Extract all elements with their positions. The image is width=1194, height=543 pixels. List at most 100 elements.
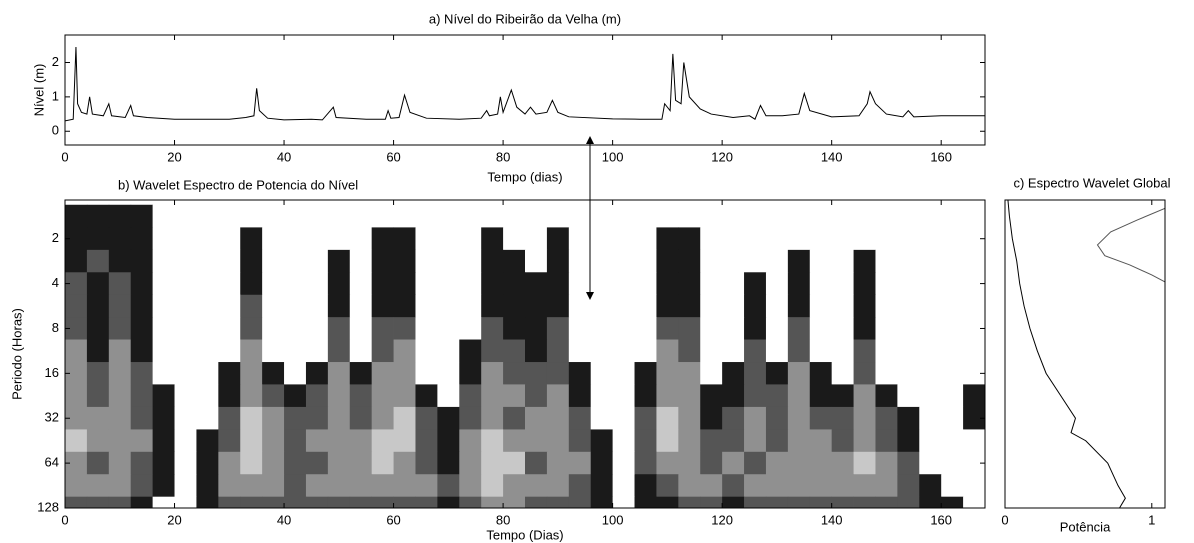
x-axis-label: Tempo (dias) [487, 169, 562, 184]
heatmap-cell [787, 294, 811, 318]
heatmap-cell [218, 496, 241, 508]
heatmap-cell [503, 496, 526, 508]
heatmap-cell [546, 406, 570, 430]
heatmap-cell [305, 474, 329, 498]
heatmap-cell [656, 294, 679, 318]
heatmap-cell [941, 496, 964, 508]
heatmap-cell [656, 496, 679, 508]
heatmap-cell [437, 406, 460, 430]
heatmap-cell [152, 429, 175, 453]
heatmap-cell [108, 339, 132, 363]
heatmap-cell [130, 451, 154, 475]
heatmap-cell [656, 406, 679, 430]
heatmap-cell [437, 227, 460, 251]
heatmap-cell [393, 294, 416, 318]
heatmap-cell [941, 474, 964, 498]
heatmap-cell [415, 474, 438, 498]
heatmap-cell [196, 249, 219, 273]
x-tick-label: 40 [277, 512, 291, 527]
heatmap-cell [787, 384, 811, 408]
heatmap-cell [240, 317, 263, 341]
heatmap-cell [831, 429, 854, 453]
heatmap-cell [152, 451, 175, 475]
heatmap-cell [897, 362, 920, 386]
heatmap-cell [853, 429, 876, 453]
heatmap-cell [546, 227, 570, 251]
heatmap-cell [875, 249, 898, 273]
heatmap-cell [196, 227, 219, 251]
heatmap-cell [130, 429, 154, 453]
heatmap-cell [634, 451, 657, 475]
heatmap-cell [65, 227, 88, 251]
heatmap-cell [262, 249, 285, 273]
heatmap-cell [130, 384, 154, 408]
heatmap-cell [305, 339, 329, 363]
heatmap-cell [634, 227, 657, 251]
heatmap-cell [700, 474, 723, 498]
heatmap-cell [875, 496, 898, 508]
heatmap-cell [371, 474, 394, 498]
plot-area [65, 204, 985, 508]
heatmap-cell [744, 496, 767, 508]
heatmap-cell [744, 294, 767, 318]
heatmap-cell [612, 227, 635, 251]
heatmap-cell [875, 474, 898, 498]
heatmap-cell [590, 339, 614, 363]
heatmap-cell [700, 317, 723, 341]
heatmap-cell [459, 249, 482, 273]
heatmap-cell [634, 406, 657, 430]
x-tick-label: 60 [386, 512, 400, 527]
heatmap-cell [919, 451, 942, 475]
heatmap-cell [897, 339, 920, 363]
heatmap-cell [897, 496, 920, 508]
heatmap-cell [809, 317, 833, 341]
heatmap-cell [590, 429, 614, 453]
heatmap-cell [634, 317, 657, 341]
heatmap-cell [174, 474, 197, 498]
heatmap-cell [196, 429, 219, 453]
heatmap-cell [262, 339, 285, 363]
heatmap-cell [897, 317, 920, 341]
heatmap-cell [525, 249, 548, 273]
heatmap-cell [437, 249, 460, 273]
heatmap-cell [765, 272, 789, 296]
heatmap-cell [218, 227, 241, 251]
heatmap-cell [612, 317, 635, 341]
heatmap-cell [240, 339, 263, 363]
heatmap-cell [963, 339, 985, 363]
x-axis-label: Potência [1060, 519, 1111, 534]
heatmap-cell [262, 496, 285, 508]
heatmap-cell [481, 339, 504, 363]
heatmap-cell [744, 339, 767, 363]
heatmap-cell [65, 496, 88, 508]
heatmap-cell [240, 227, 263, 251]
heatmap-cell [130, 249, 154, 273]
heatmap-cell [744, 204, 767, 228]
heatmap-cell [284, 317, 307, 341]
y-tick-label: 32 [45, 410, 59, 425]
heatmap-cell [875, 451, 898, 475]
heatmap-cell [765, 429, 789, 453]
heatmap-cell [853, 249, 876, 273]
heatmap-cell [853, 384, 876, 408]
heatmap-cell [393, 384, 416, 408]
heatmap-cell [415, 362, 438, 386]
heatmap-cell [700, 451, 723, 475]
heatmap-cell [787, 272, 811, 296]
heatmap-cell [897, 249, 920, 273]
heatmap-cell [174, 451, 197, 475]
heatmap-cell [546, 429, 570, 453]
heatmap-cell [65, 429, 88, 453]
heatmap-cell [327, 339, 351, 363]
heatmap-cell [218, 384, 241, 408]
heatmap-cell [86, 362, 110, 386]
heatmap-cell [831, 294, 854, 318]
heatmap-cell [349, 451, 373, 475]
heatmap-cell [941, 227, 964, 251]
heatmap-cell [809, 429, 833, 453]
heatmap-cell [612, 451, 635, 475]
heatmap-cell [941, 362, 964, 386]
heatmap-cell [349, 384, 373, 408]
x-tick-label: 0 [61, 512, 68, 527]
heatmap-cell [722, 249, 745, 273]
